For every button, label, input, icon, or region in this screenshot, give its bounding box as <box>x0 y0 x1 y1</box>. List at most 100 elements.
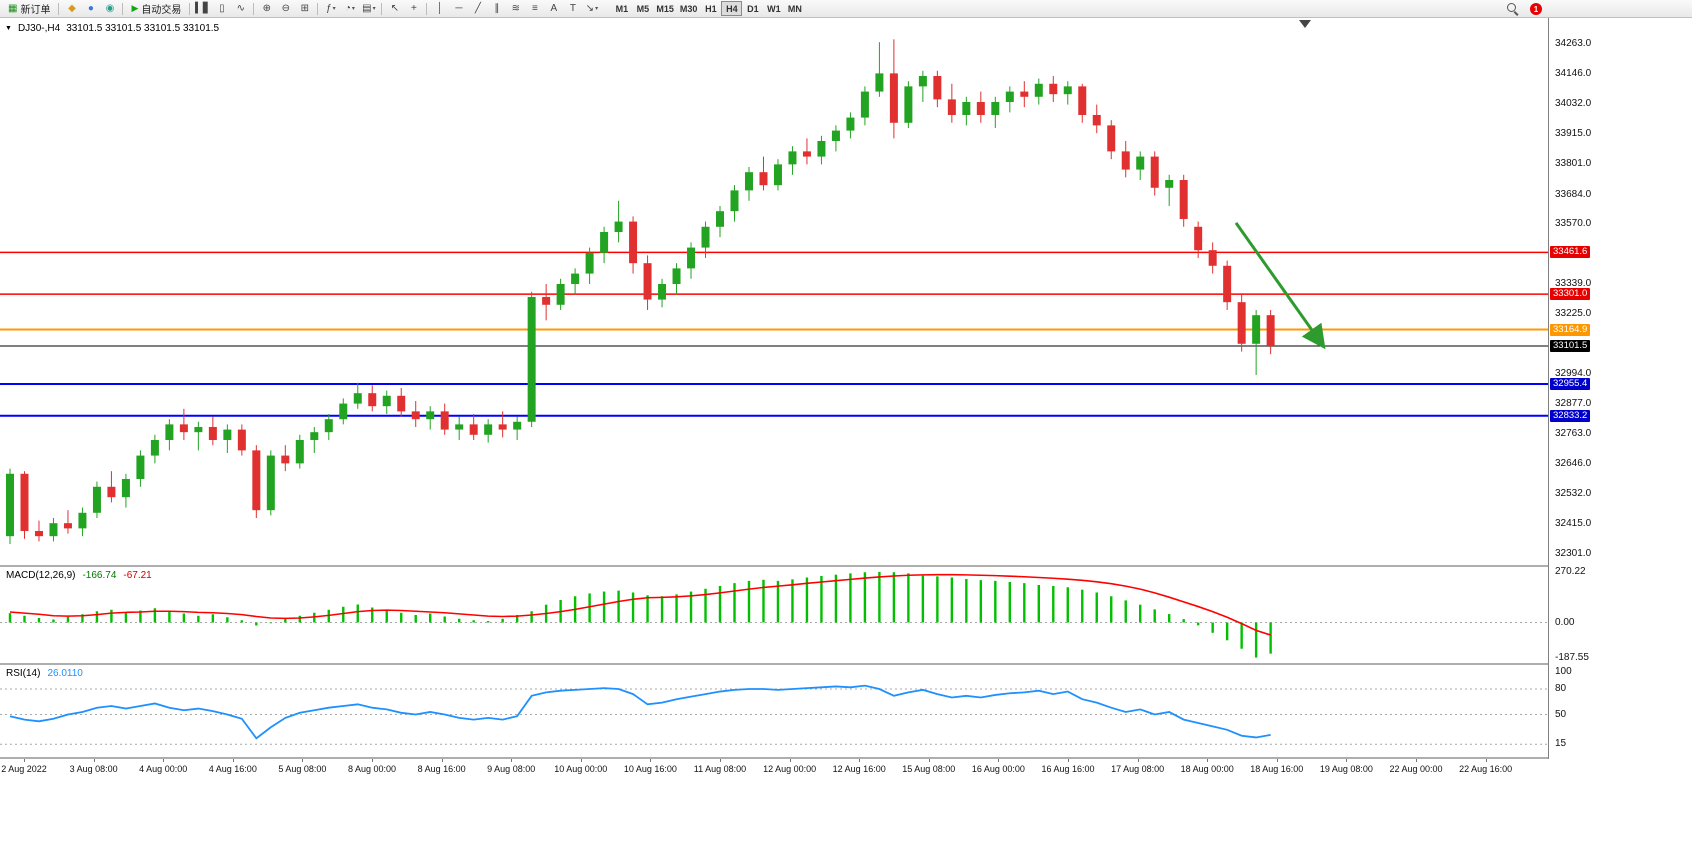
timeframe-m30[interactable]: M30 <box>677 1 701 16</box>
search-icon[interactable] <box>1506 2 1520 16</box>
price-badge: 33301.0 <box>1550 288 1591 301</box>
scales-icon[interactable]: ◆ <box>68 3 76 14</box>
trendline-icon[interactable]: ╱ <box>474 3 481 14</box>
rsi-axis-label: 80 <box>1555 683 1567 694</box>
period-icon[interactable]: ◔ ▾ <box>344 3 355 14</box>
price-axis-label: 33225.0 <box>1555 307 1592 319</box>
time-axis-tick <box>1346 759 1348 762</box>
tile-windows-icon[interactable]: ⊞ <box>300 3 310 14</box>
template-icon[interactable]: ▤ ▾ <box>362 3 376 14</box>
price-axis-label: 32877.0 <box>1555 398 1592 410</box>
chart-shift-marker[interactable] <box>1299 20 1311 28</box>
time-axis-label: 5 Aug 08:00 <box>278 764 327 774</box>
macd-panel-canvas[interactable] <box>0 567 1548 663</box>
arrows-icon[interactable]: ↘ ▾ <box>585 3 599 14</box>
time-axis-label: 4 Aug 00:00 <box>139 764 188 774</box>
price-axis-label: 33570.0 <box>1555 218 1592 230</box>
time-axis[interactable]: 2 Aug 2022 3 Aug 08:00 4 Aug 00:00 4 Aug 16… <box>0 759 1548 781</box>
price-badge: 32955.4 <box>1550 377 1591 390</box>
fibonacci-icon[interactable]: ≋ <box>511 3 521 14</box>
time-axis-label: 8 Aug 16:00 <box>417 764 466 774</box>
timeframe-w1[interactable]: W1 <box>763 1 784 16</box>
autotrading-label: 自动交易 <box>141 5 182 16</box>
timeframe-m5[interactable]: M5 <box>632 1 653 16</box>
price-axis-label: 33915.0 <box>1555 128 1592 140</box>
macd-signal-value: -67.21 <box>123 570 152 581</box>
timeframe-bar: M1 M5 M15 M30 H1 H4 D1 W1 MN <box>611 1 805 16</box>
time-axis-label: 3 Aug 08:00 <box>69 764 118 774</box>
zoom-in-icon[interactable]: ⊕ <box>262 3 272 14</box>
indicators-icon[interactable]: ƒ ▾ <box>326 3 336 14</box>
time-axis-tick <box>1207 759 1209 762</box>
rsi-axis-label: 100 <box>1555 666 1572 677</box>
timeframe-m15[interactable]: M15 <box>653 1 677 16</box>
horizontal-lines[interactable] <box>0 251 1548 417</box>
price-axis-label: 34032.0 <box>1555 98 1592 110</box>
price-chart-canvas[interactable] <box>0 18 1548 565</box>
time-axis-tick <box>859 759 861 762</box>
cursor-icon[interactable]: ↖ <box>390 3 400 14</box>
time-axis-tick <box>789 759 791 762</box>
arrows-icon-dropdown[interactable]: ▾ <box>595 6 599 12</box>
panel-separator[interactable] <box>0 565 1692 567</box>
time-axis-label: 17 Aug 08:00 <box>1111 764 1165 774</box>
vertical-line-icon[interactable]: │ <box>436 3 443 14</box>
rsi-value: 26.0110 <box>47 668 83 679</box>
label-icon[interactable]: T <box>569 3 576 14</box>
price-axis-label: 32532.0 <box>1555 488 1592 500</box>
channel-icon[interactable]: ∥ <box>494 3 500 14</box>
rsi-name: RSI(14) <box>6 668 41 679</box>
text-icon[interactable]: A <box>550 3 558 14</box>
time-axis-tick <box>1276 759 1278 762</box>
price-axis-label: 34263.0 <box>1555 38 1592 49</box>
timeframe-m1[interactable]: M1 <box>611 1 632 16</box>
toolbar-separator <box>253 2 255 15</box>
contacts-icon[interactable]: ● <box>87 3 94 14</box>
rsi-panel-canvas[interactable] <box>0 665 1548 757</box>
line-chart-icon[interactable]: ∿ <box>236 3 246 14</box>
crosshair-icon[interactable]: + <box>410 3 417 14</box>
rsi-axis-label: 15 <box>1555 738 1567 750</box>
notification-badge[interactable]: 1 <box>1530 3 1542 15</box>
time-axis-tick <box>650 759 652 762</box>
timeframe-h4[interactable]: H4 <box>721 1 743 16</box>
trend-arrow[interactable] <box>1234 222 1326 350</box>
zoom-out-icon[interactable]: ⊖ <box>281 3 291 14</box>
one-click-trading-toggle[interactable]: ▼ <box>5 25 12 32</box>
time-axis-tick <box>302 759 304 762</box>
new-order-label: 新订单 <box>20 5 51 16</box>
time-axis-label: 18 Aug 16:00 <box>1250 764 1304 774</box>
indicators-icon-dropdown[interactable]: ▾ <box>332 6 336 12</box>
price-badge: 33461.6 <box>1550 246 1591 259</box>
timeframe-mn[interactable]: MN <box>784 1 805 16</box>
toolbar-separator <box>426 2 428 15</box>
time-axis-label: 10 Aug 16:00 <box>623 764 677 774</box>
price-axis[interactable]: 34263.0 34146.0 34032.0 33915.0 33801.0 33684… <box>1548 18 1692 759</box>
time-axis-tick <box>511 759 513 762</box>
horizontal-line-icon[interactable]: ─ <box>455 3 463 14</box>
waves-icon[interactable]: ≡ <box>531 3 538 14</box>
time-axis-tick <box>580 759 582 762</box>
candlestick-chart-icon[interactable]: ▯ <box>219 3 225 14</box>
timeframe-h1[interactable]: H1 <box>700 1 721 16</box>
price-badge: 33164.9 <box>1550 323 1591 336</box>
new-order-button[interactable]: ▦ 新订单 <box>3 1 55 17</box>
template-icon-dropdown[interactable]: ▾ <box>372 6 376 12</box>
toolbar: ▦ 新订单 ◆ ● ◉ ▶ 自动交易 ▍▋ ▯ ∿ ⊕ ⊖ ⊞ ƒ ▾ ◔ ▾ ▤ ▾ ↖ + │ ─ ╱ ∥ ≋ ≡ A T… <box>0 0 1692 18</box>
bar-chart-icon[interactable]: ▍▋ <box>195 3 211 14</box>
autotrading-button[interactable]: ▶ 自动交易 <box>126 1 186 17</box>
chart-ohlc: 33101.5 33101.5 33101.5 33101.5 <box>66 23 220 34</box>
rsi-label: RSI(14) 26.0110 <box>6 668 83 679</box>
timeframe-d1[interactable]: D1 <box>742 1 763 16</box>
price-badge: 33101.5 <box>1550 339 1591 352</box>
macd-signal-line <box>9 573 1271 636</box>
time-axis-tick <box>1068 759 1069 762</box>
time-axis-label: 16 Aug 00:00 <box>971 764 1025 774</box>
panel-separator[interactable] <box>0 663 1692 665</box>
macd-axis-label: 0.00 <box>1555 616 1575 628</box>
panel-separator[interactable] <box>0 757 1692 759</box>
support-icon[interactable]: ◉ <box>105 3 115 14</box>
period-icon-dropdown[interactable]: ▾ <box>351 6 355 12</box>
macd-name: MACD(12,26,9) <box>6 570 76 581</box>
time-axis-tick <box>928 759 930 762</box>
